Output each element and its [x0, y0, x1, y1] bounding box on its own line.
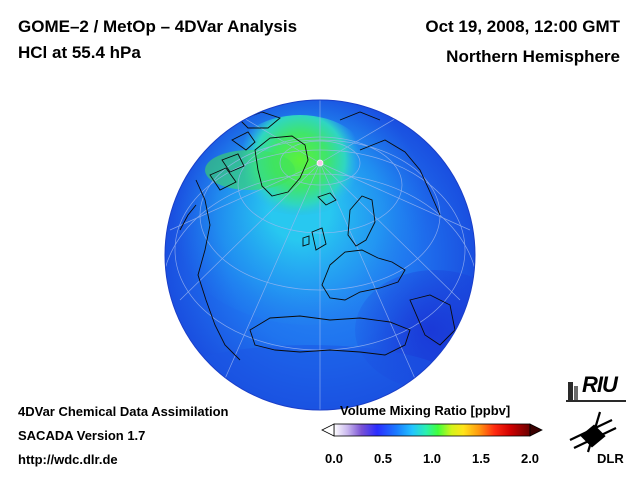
globe-outline: [164, 99, 476, 411]
polar-hcl-maximum: [230, 115, 370, 215]
riu-logo-text: RIU: [582, 372, 618, 397]
datetime-label: Oct 19, 2008, 12:00 GMT: [425, 17, 620, 36]
footer-line-1: 4DVar Chemical Data Assimilation: [18, 404, 229, 419]
dlr-logo-text: DLR: [597, 451, 624, 466]
globe: [164, 99, 476, 411]
colorbar-tick-label: 1.5: [471, 451, 491, 466]
north-pole-marker: [316, 159, 324, 167]
footer-url-link[interactable]: http://wdc.dlr.de: [18, 452, 118, 467]
colorbar-title: Volume Mixing Ratio [ppbv]: [340, 403, 511, 418]
title-line-2: HCl at 55.4 hPa: [18, 43, 141, 62]
dlr-logo-icon: [569, 411, 617, 453]
title-line-1: GOME–2 / MetOp – 4DVar Analysis: [18, 17, 298, 36]
coastlines: [179, 111, 456, 361]
colorbar-tick-label: 1.0: [422, 451, 442, 466]
riu-logo-icon: [566, 382, 626, 402]
colorbar-tick-label: 0.0: [324, 451, 344, 466]
colorbar-tick-label: 0.5: [373, 451, 393, 466]
colorbar-gradient: [333, 423, 531, 437]
region-label: Northern Hemisphere: [446, 47, 620, 66]
colorbar-low-arrow: [321, 423, 335, 437]
greenland-high: [205, 150, 295, 190]
colorbar-high-arrow: [529, 423, 543, 437]
colorbar-tick-label: 2.0: [520, 451, 540, 466]
footer-line-2: SACADA Version 1.7: [18, 428, 146, 443]
colorbar: [321, 423, 543, 437]
